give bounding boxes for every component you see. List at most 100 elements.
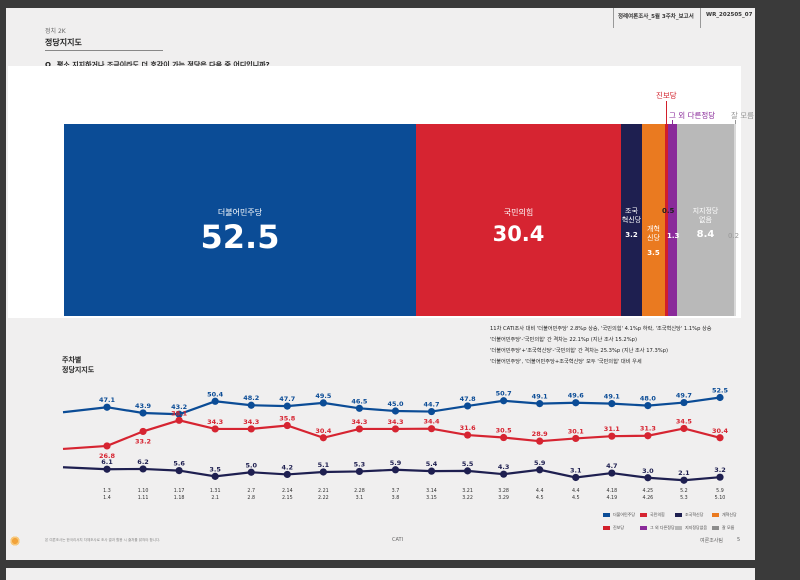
- point-s0-12: [536, 400, 544, 408]
- value-label-s2-0: 6.1: [101, 458, 113, 466]
- point-s2-3: [211, 472, 219, 480]
- value-label-s0-6: 49.5: [315, 392, 332, 400]
- footer-left: 본 여론조사는 한국리서치 자체조사로 조사 결과 활용 시 출처를 밝혀야 합…: [45, 538, 161, 542]
- x-tick-top-6: 2.21: [318, 488, 329, 494]
- point-s0-5: [283, 402, 291, 410]
- value-label-s2-3: 3.5: [209, 465, 221, 473]
- value-label-s0-13: 49.6: [568, 392, 585, 400]
- legend-swatch: [640, 513, 647, 517]
- bar-segment-democratic: [64, 124, 416, 316]
- value-label-s1-1: 33.2: [135, 437, 151, 445]
- legend-swatch: [712, 526, 719, 530]
- legend-item: 더불어민주당: [603, 512, 635, 518]
- x-tick-top-14: 4.18: [606, 488, 617, 494]
- point-s2-13: [572, 473, 580, 482]
- bar-segment-unknown: [734, 124, 736, 316]
- value-label-s0-4: 48.2: [243, 394, 259, 402]
- point-s2-7: [355, 467, 364, 476]
- point-s0-17: [716, 393, 724, 402]
- value-label-s2-17: 3.2: [714, 466, 726, 474]
- leader-line-unknown: [735, 120, 736, 124]
- x-tick-top-5: 2.14: [282, 488, 293, 494]
- value-label-s2-15: 3.0: [642, 467, 654, 475]
- leader-line-progressive: [666, 101, 667, 124]
- label-none-value: 8.4: [696, 229, 715, 240]
- label-rebuilding-value: 3.2: [625, 231, 638, 239]
- value-label-s0-2: 43.2: [171, 403, 187, 411]
- leader-line-other: [672, 120, 673, 124]
- value-label-s0-1: 43.9: [135, 402, 152, 410]
- legend-swatch: [603, 526, 610, 530]
- point-s1-12: [536, 437, 544, 445]
- point-s1-3: [211, 425, 219, 433]
- x-tick-top-0: 1.3: [103, 488, 111, 494]
- point-s1-14: [608, 432, 616, 440]
- point-s1-4: [247, 425, 255, 433]
- value-label-s2-12: 5.9: [534, 459, 546, 467]
- legend-item: 진보당: [603, 525, 624, 531]
- question-text: Q_ 평소 지지하거나 조금이라도 더 호감이 가는 정당은 다음 중 어디입니…: [45, 61, 270, 69]
- x-tick-top-8: 3.7: [392, 488, 400, 494]
- x-tick-bottom-3: 2.1: [211, 495, 219, 501]
- point-s2-6: [319, 468, 327, 476]
- x-tick-bottom-17: 5.10: [715, 495, 726, 501]
- point-s0-6: [319, 399, 327, 407]
- x-tick-top-9: 3.14: [426, 488, 437, 494]
- value-label-s0-9: 44.7: [424, 401, 440, 409]
- point-s0-9: [427, 407, 436, 416]
- value-label-s1-9: 34.4: [424, 418, 441, 426]
- x-tick-top-4: 2.7: [247, 488, 255, 494]
- value-label-s1-3: 34.3: [207, 418, 223, 426]
- header-divider-1: [613, 8, 614, 28]
- value-label-s1-10: 31.6: [460, 424, 477, 432]
- legend-item: 조국혁신당: [675, 512, 703, 518]
- value-label-s2-9: 5.4: [426, 460, 438, 468]
- value-label-s2-5: 4.2: [282, 463, 294, 471]
- bar-segment-ppp: [416, 124, 621, 316]
- legend-swatch: [675, 526, 682, 530]
- legend-swatch: [640, 526, 647, 530]
- value-label-s1-16: 34.5: [676, 417, 693, 425]
- legend-item: 그 외 다른정당: [640, 525, 675, 531]
- title-underline: [45, 50, 163, 51]
- point-s0-4: [247, 401, 255, 409]
- next-page-edge: [6, 568, 755, 580]
- note-line-3: '더불어민주당'+'조국혁신당'-'국민의힘' 간 격차는 25.3%p (지난…: [490, 348, 669, 354]
- value-label-s2-4: 5.0: [245, 461, 257, 469]
- point-s1-5: [283, 421, 291, 430]
- legend-swatch: [603, 513, 610, 517]
- legend-label: 그 외 다른정당: [650, 525, 675, 530]
- footer-sun-icon: [9, 535, 21, 547]
- point-s2-2: [175, 467, 183, 475]
- x-tick-bottom-8: 3.8: [392, 495, 400, 501]
- label-none-name: 지지정당 없음: [692, 207, 719, 224]
- point-s1-8: [391, 425, 400, 433]
- legend-label: 조국혁신당: [685, 512, 704, 517]
- label-other-value: 1.3: [667, 232, 680, 240]
- bar-segment-none: [677, 124, 734, 316]
- legend-item: 지지정당없음: [675, 525, 707, 531]
- point-s2-1: [139, 465, 147, 473]
- point-s1-0: [103, 442, 111, 450]
- point-s0-0: [103, 403, 111, 411]
- point-s0-1: [139, 409, 147, 417]
- value-label-s1-12: 28.9: [532, 430, 549, 438]
- legend-label: 개혁신당: [722, 512, 737, 517]
- point-s1-6: [319, 434, 327, 442]
- note-line-4: '더불어민주당', '더불어민주당+조국혁신당' 모두 '국민의힘' 대비 우세: [490, 359, 642, 365]
- label-reform-value: 3.5: [647, 249, 660, 257]
- point-s2-11: [500, 470, 508, 478]
- value-label-s2-14: 4.7: [606, 462, 618, 470]
- x-tick-bottom-11: 3.29: [498, 495, 509, 501]
- value-label-s1-13: 30.1: [568, 427, 585, 435]
- point-s0-14: [608, 400, 616, 408]
- point-s1-13: [572, 434, 580, 443]
- series-line-2: [62, 466, 721, 482]
- x-tick-bottom-7: 3.1: [356, 495, 364, 501]
- label-progressive-name: 진보당: [656, 91, 677, 100]
- legend-swatch: [712, 513, 719, 517]
- point-s0-11: [500, 397, 508, 405]
- x-tick-bottom-13: 4.5: [572, 495, 580, 501]
- x-tick-bottom-5: 2.15: [282, 495, 293, 501]
